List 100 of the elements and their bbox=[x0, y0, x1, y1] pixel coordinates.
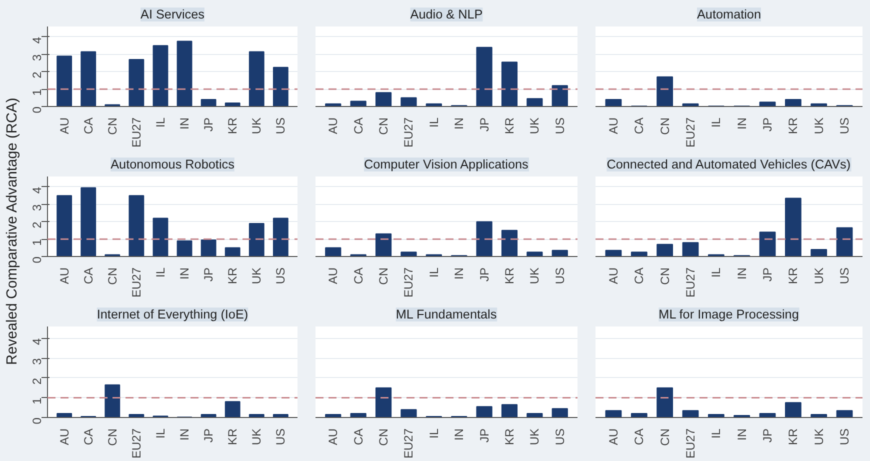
y-tick-label: 3 bbox=[30, 54, 44, 61]
x-tick-label: UK bbox=[812, 268, 826, 284]
y-tick-label: 1 bbox=[30, 88, 44, 96]
x-tick-label: CN bbox=[376, 117, 391, 135]
x-tick-label: IL bbox=[709, 428, 724, 439]
y-tick-label: 4 bbox=[30, 186, 44, 194]
y-tick-label: 4 bbox=[30, 36, 44, 44]
y-tick-label: 3 bbox=[30, 358, 44, 365]
x-tick-label: US bbox=[552, 428, 567, 446]
x-tick-label: US bbox=[552, 118, 567, 134]
y-tick-label: 2 bbox=[30, 221, 44, 228]
x-tick-label: UK bbox=[528, 268, 542, 284]
x-tick-label: US bbox=[552, 268, 567, 284]
chart-title: Connected and Automated Vehicles (CAVs) bbox=[606, 158, 851, 172]
y-tick-label: 2 bbox=[30, 71, 44, 78]
x-tick-label: JP bbox=[202, 117, 216, 132]
x-tick-label: KR bbox=[226, 428, 240, 446]
x-tick-label: CN bbox=[105, 267, 120, 285]
y-tick-label: 2 bbox=[30, 378, 44, 385]
x-tick-label: CA bbox=[81, 428, 96, 446]
x-tick-label: CN bbox=[105, 117, 120, 135]
chart-title: AI Services bbox=[140, 8, 205, 22]
y-tick-label: 3 bbox=[30, 204, 44, 211]
y-tick-label: 0 bbox=[30, 256, 44, 264]
x-tick-label: US bbox=[274, 118, 288, 134]
x-tick-label: EU27 bbox=[402, 267, 416, 298]
x-tick-label: AU bbox=[57, 268, 72, 284]
x-tick-label: UK bbox=[250, 268, 264, 284]
x-tick-label: KR bbox=[502, 428, 516, 446]
x-tick-label: CA bbox=[632, 428, 646, 446]
x-tick-label: IL bbox=[426, 428, 441, 439]
x-tick-label: EU27 bbox=[129, 428, 144, 459]
y-tick-label: 1 bbox=[30, 238, 44, 246]
x-tick-label: IL bbox=[426, 267, 441, 278]
x-tick-label: IN bbox=[734, 118, 749, 130]
x-tick-label: KR bbox=[502, 117, 516, 134]
x-tick-label: IN bbox=[734, 428, 749, 440]
x-tick-label: CA bbox=[351, 118, 366, 134]
chart-title: Autonomous Robotics bbox=[110, 158, 234, 172]
x-tick-label: IN bbox=[452, 118, 466, 130]
x-tick-label: JP bbox=[760, 267, 775, 282]
x-tick-label: IN bbox=[178, 428, 192, 440]
x-tick-label: JP bbox=[760, 117, 775, 132]
x-tick-label: EU27 bbox=[402, 428, 416, 459]
chart-title: ML for Image Processing bbox=[658, 308, 799, 322]
x-tick-label: CA bbox=[81, 118, 96, 134]
x-tick-label: UK bbox=[250, 428, 264, 446]
x-tick-label: CA bbox=[632, 118, 646, 134]
x-tick-label: US bbox=[838, 268, 852, 284]
x-tick-label: JP bbox=[477, 117, 492, 132]
x-tick-label: US bbox=[838, 428, 852, 446]
x-tick-label: JP bbox=[202, 428, 216, 443]
x-tick-label: UK bbox=[528, 118, 542, 134]
x-tick-label: EU27 bbox=[683, 267, 698, 298]
x-tick-label: AU bbox=[57, 428, 72, 446]
x-tick-label: CN bbox=[376, 267, 391, 285]
x-tick-label: US bbox=[274, 268, 288, 284]
y-tick-label: 4 bbox=[30, 338, 44, 346]
x-tick-label: KR bbox=[786, 428, 800, 446]
x-tick-label: AU bbox=[606, 428, 620, 446]
x-tick-label: AU bbox=[57, 118, 72, 134]
x-tick-label: IN bbox=[178, 118, 192, 130]
chart-title: ML Fundamentals bbox=[396, 308, 497, 322]
x-tick-label: KR bbox=[786, 267, 800, 284]
x-tick-label: UK bbox=[528, 428, 542, 446]
x-tick-label: US bbox=[274, 428, 288, 446]
chart-title: Computer Vision Applications bbox=[364, 158, 528, 172]
x-tick-label: KR bbox=[226, 267, 240, 284]
x-tick-label: AU bbox=[326, 428, 340, 446]
x-tick-label: JP bbox=[477, 267, 492, 282]
x-tick-label: IL bbox=[153, 428, 168, 439]
x-tick-label: CA bbox=[81, 268, 96, 284]
y-tick-label: 1 bbox=[30, 397, 44, 404]
x-tick-label: EU27 bbox=[129, 267, 144, 298]
x-tick-label: CN bbox=[658, 428, 672, 446]
x-tick-label: US bbox=[838, 118, 852, 134]
y-tick-label: 0 bbox=[30, 106, 44, 114]
x-tick-label: IL bbox=[153, 117, 168, 128]
x-tick-label: IL bbox=[153, 267, 168, 278]
x-tick-label: IL bbox=[709, 117, 724, 128]
x-tick-label: JP bbox=[477, 428, 492, 443]
x-tick-label: KR bbox=[786, 117, 800, 134]
x-tick-label: AU bbox=[326, 118, 340, 134]
x-tick-label: IN bbox=[734, 268, 749, 280]
x-tick-label: IN bbox=[178, 268, 192, 280]
x-tick-label: CN bbox=[658, 267, 672, 285]
x-tick-label: CN bbox=[105, 428, 120, 446]
x-tick-label: EU27 bbox=[402, 117, 416, 148]
x-tick-label: KR bbox=[226, 117, 240, 134]
chart-title: Audio & NLP bbox=[410, 8, 483, 22]
y-tick-label: 0 bbox=[30, 417, 44, 424]
x-tick-label: CA bbox=[351, 268, 366, 284]
x-tick-label: UK bbox=[812, 428, 826, 446]
x-tick-label: JP bbox=[202, 267, 216, 282]
y-axis-title: Revealed Comparative Advantage (RCA) bbox=[4, 98, 20, 366]
x-tick-label: CA bbox=[351, 428, 366, 446]
x-tick-label: KR bbox=[502, 267, 516, 284]
x-tick-label: JP bbox=[760, 428, 775, 443]
x-tick-label: EU27 bbox=[683, 117, 698, 148]
chart-title: Internet of Everything (IoE) bbox=[96, 308, 248, 322]
